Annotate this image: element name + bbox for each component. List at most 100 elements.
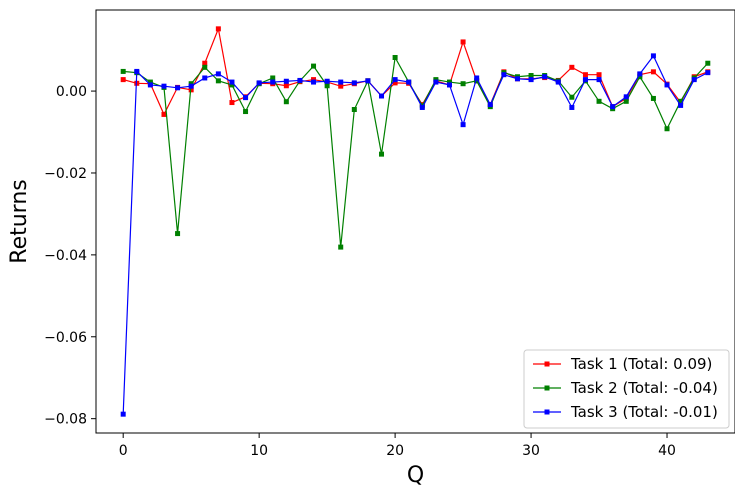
y-tick-label: −0.08: [44, 412, 87, 428]
legend-item: Task 2 (Total: -0.04): [533, 379, 718, 397]
y-tick-label: −0.04: [44, 248, 87, 264]
data-point: [175, 231, 181, 237]
data-point: [229, 82, 235, 88]
legend-swatch-marker: [544, 409, 550, 415]
data-point: [188, 83, 194, 89]
data-point: [351, 80, 357, 86]
data-point: [120, 411, 126, 417]
data-point: [161, 111, 167, 117]
series-2: [120, 55, 711, 250]
data-point: [596, 72, 602, 78]
data-point: [596, 98, 602, 104]
data-point: [433, 79, 439, 85]
x-tick-label: 20: [386, 443, 404, 459]
data-point: [229, 100, 235, 106]
data-point: [392, 80, 398, 86]
data-point: [705, 70, 711, 76]
data-point: [623, 98, 629, 104]
data-point: [474, 78, 480, 84]
data-point: [161, 83, 167, 89]
x-axis-label: Q: [407, 463, 424, 486]
data-point: [243, 95, 249, 101]
data-point: [582, 72, 588, 78]
legend: Task 1 (Total: 0.09) Task 2 (Total: -0.04…: [523, 349, 730, 429]
y-tick-label: −0.06: [44, 330, 87, 346]
series-line: [123, 55, 709, 248]
data-point: [134, 68, 140, 74]
data-point: [555, 79, 561, 85]
data-point: [460, 122, 466, 128]
data-point: [351, 107, 357, 113]
data-point: [542, 74, 548, 80]
data-point: [379, 151, 385, 157]
legend-swatch-marker: [544, 385, 550, 391]
x-tick-label: 0: [119, 443, 128, 459]
data-point: [460, 81, 466, 87]
data-point: [202, 64, 208, 70]
data-point: [175, 85, 181, 91]
data-point: [297, 77, 303, 83]
data-point: [650, 69, 656, 75]
data-point: [637, 74, 643, 80]
data-point: [569, 94, 575, 100]
data-point: [446, 79, 452, 85]
x-tick-label: 40: [658, 443, 676, 459]
data-point: [474, 75, 480, 81]
data-point: [569, 104, 575, 110]
data-point: [596, 77, 602, 83]
legend-swatch-marker: [544, 361, 550, 367]
legend-label: Task 1 (Total: 0.09): [570, 355, 712, 373]
data-point: [528, 73, 534, 79]
data-point: [691, 77, 697, 83]
data-point: [501, 72, 507, 78]
plot-marks: [120, 26, 711, 417]
data-point: [229, 79, 235, 85]
data-point: [582, 77, 588, 83]
legend-item: Task 3 (Total: -0.01): [533, 403, 718, 421]
data-point: [283, 99, 289, 105]
data-point: [338, 244, 344, 250]
y-tick-label: 0.00: [56, 84, 87, 100]
data-point: [446, 82, 452, 88]
data-point: [365, 78, 371, 84]
data-point: [324, 83, 330, 89]
data-point: [623, 94, 629, 100]
x-tick-label: 10: [250, 443, 268, 459]
data-point: [202, 60, 208, 66]
data-point: [215, 71, 221, 77]
legend-label: Task 2 (Total: -0.04): [570, 379, 718, 397]
data-point: [392, 77, 398, 83]
data-point: [311, 63, 317, 69]
plot-frame: [95, 9, 735, 434]
data-point: [637, 71, 643, 77]
data-point: [120, 68, 126, 74]
data-point: [283, 83, 289, 89]
data-point: [256, 80, 262, 86]
data-point: [569, 64, 575, 70]
data-point: [678, 98, 684, 104]
data-point: [243, 109, 249, 115]
data-point: [705, 60, 711, 66]
data-point: [215, 78, 221, 84]
data-point: [147, 79, 153, 85]
data-point: [514, 76, 520, 82]
data-point: [283, 78, 289, 84]
data-point: [120, 77, 126, 83]
y-tick-label: −0.02: [44, 166, 87, 182]
data-point: [215, 26, 221, 32]
data-point: [311, 79, 317, 85]
x-tick-label: 30: [522, 443, 540, 459]
series-3: [120, 53, 711, 417]
data-point: [678, 102, 684, 108]
axis-ticks: 0 10 20 30 40 −0.08 −0.06 −0.04 −0.02 0.00: [44, 84, 676, 459]
data-point: [338, 79, 344, 85]
data-point: [664, 126, 670, 132]
data-point: [664, 82, 670, 88]
legend-box: [523, 349, 730, 429]
data-point: [147, 82, 153, 88]
data-point: [392, 55, 398, 61]
data-point: [650, 95, 656, 101]
data-point: [338, 83, 344, 89]
data-point: [460, 39, 466, 45]
